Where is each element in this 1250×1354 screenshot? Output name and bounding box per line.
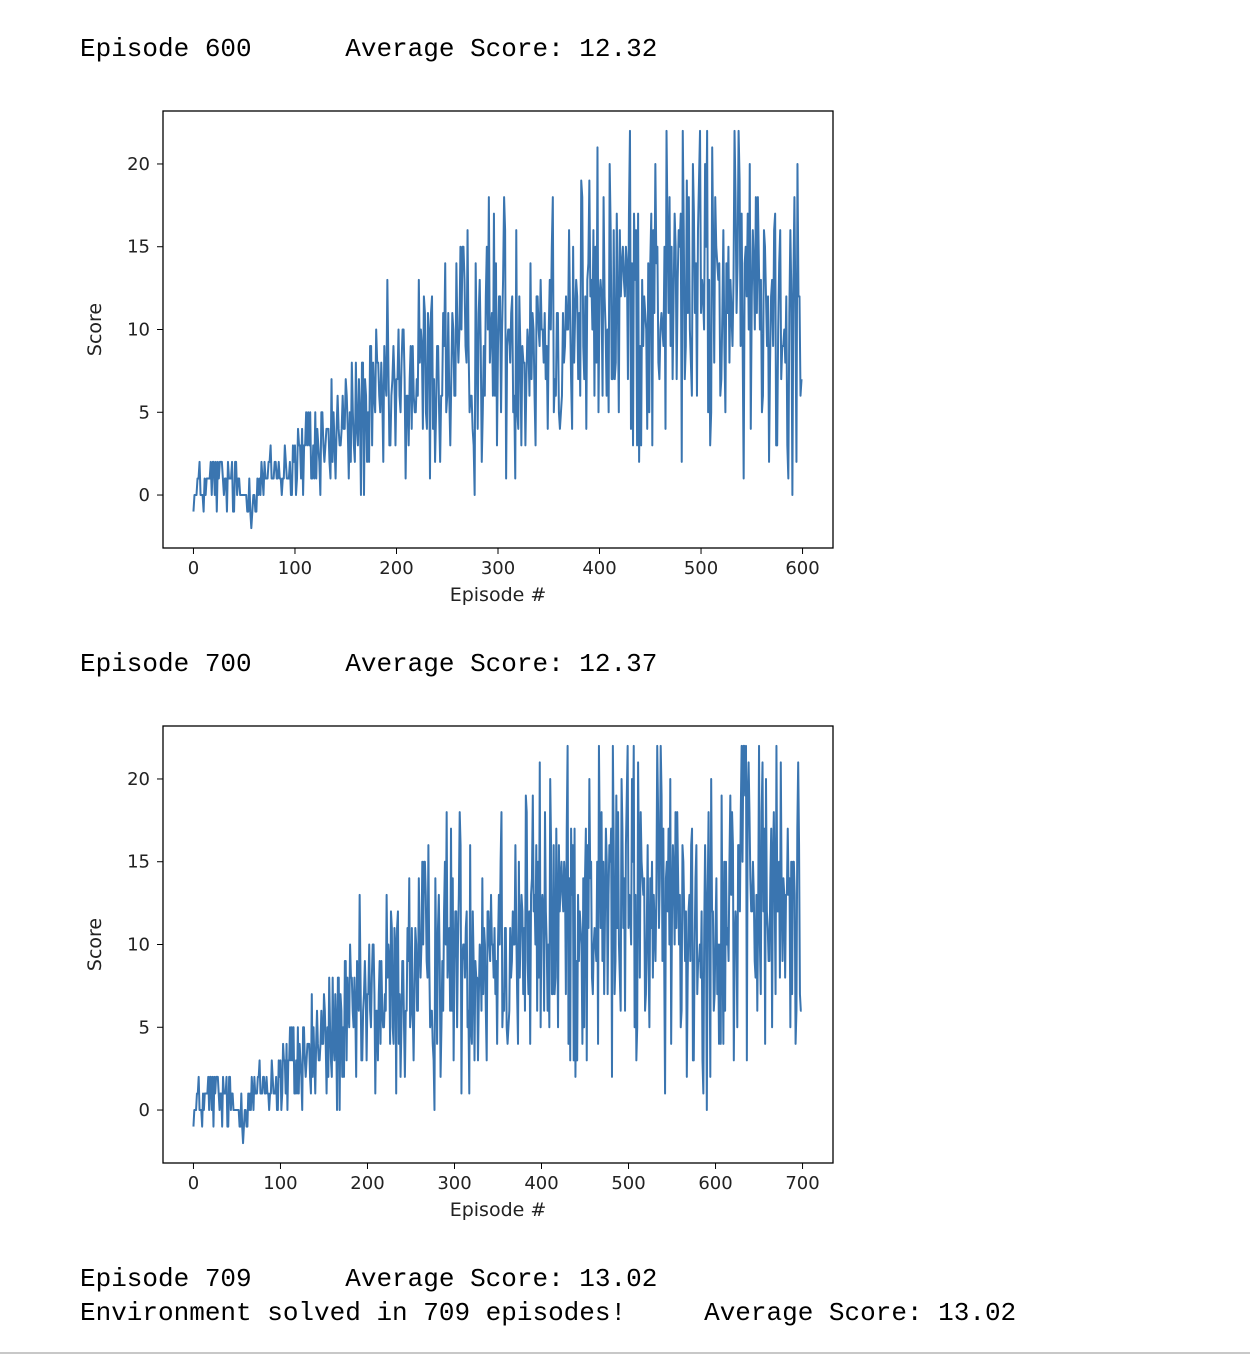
y-tick-label: 10 xyxy=(127,320,150,341)
x-tick-label: 400 xyxy=(524,1173,558,1194)
log-line-episode-700: Episode 700 Average Score: 12.37 xyxy=(80,649,658,679)
y-tick-label: 15 xyxy=(127,852,150,873)
x-tick-label: 600 xyxy=(698,1173,732,1194)
y-tick-label: 15 xyxy=(127,237,150,258)
y-axis-label: Score xyxy=(84,918,106,971)
y-tick-label: 20 xyxy=(127,154,150,175)
x-tick-label: 0 xyxy=(188,558,199,579)
x-tick-label: 500 xyxy=(684,558,718,579)
y-axis-label: Score xyxy=(84,303,106,356)
y-tick-label: 20 xyxy=(127,769,150,790)
score-series-line xyxy=(192,744,802,1145)
log-line-episode-600: Episode 600 Average Score: 12.32 xyxy=(80,34,658,64)
score-chart-700: 0 100 200 300 400 500 600 700 0 5 10 15 20 Episode # S… xyxy=(84,725,834,1221)
divider xyxy=(0,1352,1250,1354)
y-tick-label: 5 xyxy=(139,402,150,423)
x-tick-label: 400 xyxy=(582,558,616,579)
solved-message: Environment solved in 709 episodes! Aver… xyxy=(80,1298,1017,1328)
x-tick-label: 100 xyxy=(263,1173,297,1194)
y-tick-label: 5 xyxy=(139,1017,150,1038)
y-tick-label: 0 xyxy=(139,485,150,506)
x-tick-label: 300 xyxy=(437,1173,471,1194)
x-tick-label: 100 xyxy=(278,558,312,579)
score-chart-600: 0 100 200 300 400 500 600 0 5 10 15 20 Episode # Scor… xyxy=(84,110,834,606)
score-series-line xyxy=(192,129,803,530)
x-tick-label: 200 xyxy=(379,558,413,579)
x-tick-label: 500 xyxy=(611,1173,645,1194)
y-tick-label: 10 xyxy=(127,935,150,956)
y-tick-label: 0 xyxy=(139,1100,150,1121)
x-tick-label: 600 xyxy=(785,558,819,579)
x-tick-label: 0 xyxy=(188,1173,199,1194)
x-axis-label: Episode # xyxy=(450,584,547,606)
x-axis-label: Episode # xyxy=(450,1199,547,1221)
log-line-episode-709: Episode 709 Average Score: 13.02 xyxy=(80,1264,658,1294)
x-tick-label: 200 xyxy=(350,1173,384,1194)
x-tick-label: 700 xyxy=(785,1173,819,1194)
x-tick-label: 300 xyxy=(481,558,515,579)
